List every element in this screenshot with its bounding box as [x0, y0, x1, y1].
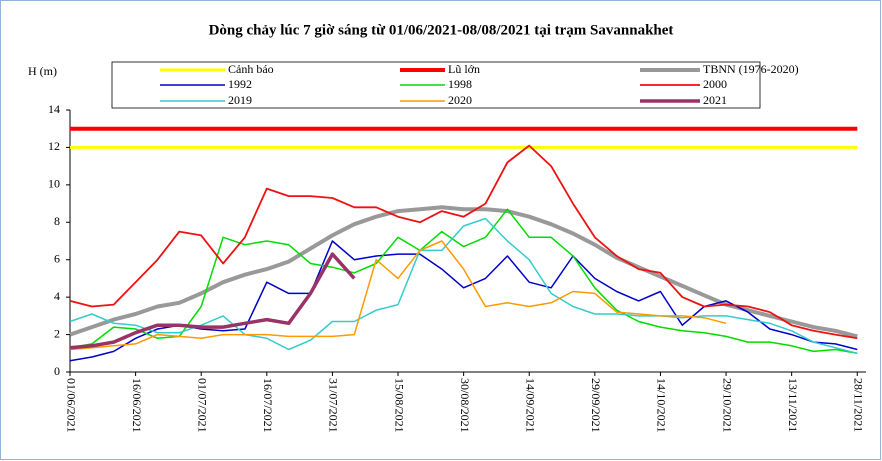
- x-tick-label: 15/08/2021: [392, 378, 406, 433]
- legend-label: 1992: [228, 77, 252, 91]
- y-axis-label: H (m): [28, 64, 57, 78]
- series-line: [69, 217, 858, 355]
- legend-label: 2000: [703, 77, 727, 91]
- series-line: [69, 240, 727, 351]
- y-tick-label: 0: [54, 364, 60, 378]
- x-tick-label: 31/07/2021: [327, 378, 341, 433]
- series-line: [69, 240, 858, 362]
- y-tick-label: 2: [54, 326, 60, 340]
- x-tick-label: 16/07/2021: [261, 378, 275, 433]
- x-tick-label: 14/10/2021: [655, 378, 669, 433]
- y-tick-label: 14: [48, 102, 60, 116]
- chart-title: Dòng chảy lúc 7 giờ sáng từ 01/06/2021-0…: [209, 22, 674, 38]
- x-tick-label: 01/06/2021: [64, 378, 78, 433]
- x-tick-label: 01/07/2021: [195, 378, 209, 433]
- y-tick-label: 10: [48, 177, 60, 191]
- legend-label: 2019: [228, 93, 252, 107]
- x-tick-label: 14/09/2021: [523, 378, 537, 433]
- x-tick-label: 29/09/2021: [589, 378, 603, 433]
- x-tick-label: 16/06/2021: [130, 378, 144, 433]
- x-tick-label: 29/10/2021: [720, 378, 734, 433]
- y-tick-label: 8: [54, 214, 60, 228]
- x-tick-label: 28/11/2021: [852, 378, 866, 432]
- series-line: [69, 252, 356, 350]
- x-tick-label: 13/11/2021: [786, 378, 800, 432]
- legend-label: TBNN (1976-2020): [703, 62, 799, 76]
- series-line: [69, 144, 858, 340]
- x-tick-label: 30/08/2021: [458, 378, 472, 433]
- series-line: [69, 208, 858, 355]
- legend-label: Lũ lớn: [448, 62, 480, 76]
- y-tick-label: 4: [54, 289, 60, 303]
- legend-label: 1998: [448, 77, 472, 91]
- legend-label: 2021: [703, 93, 727, 107]
- legend-label: Cảnh báo: [228, 62, 274, 76]
- y-tick-label: 12: [48, 139, 60, 153]
- y-tick-label: 6: [54, 251, 60, 265]
- legend-label: 2020: [448, 93, 472, 107]
